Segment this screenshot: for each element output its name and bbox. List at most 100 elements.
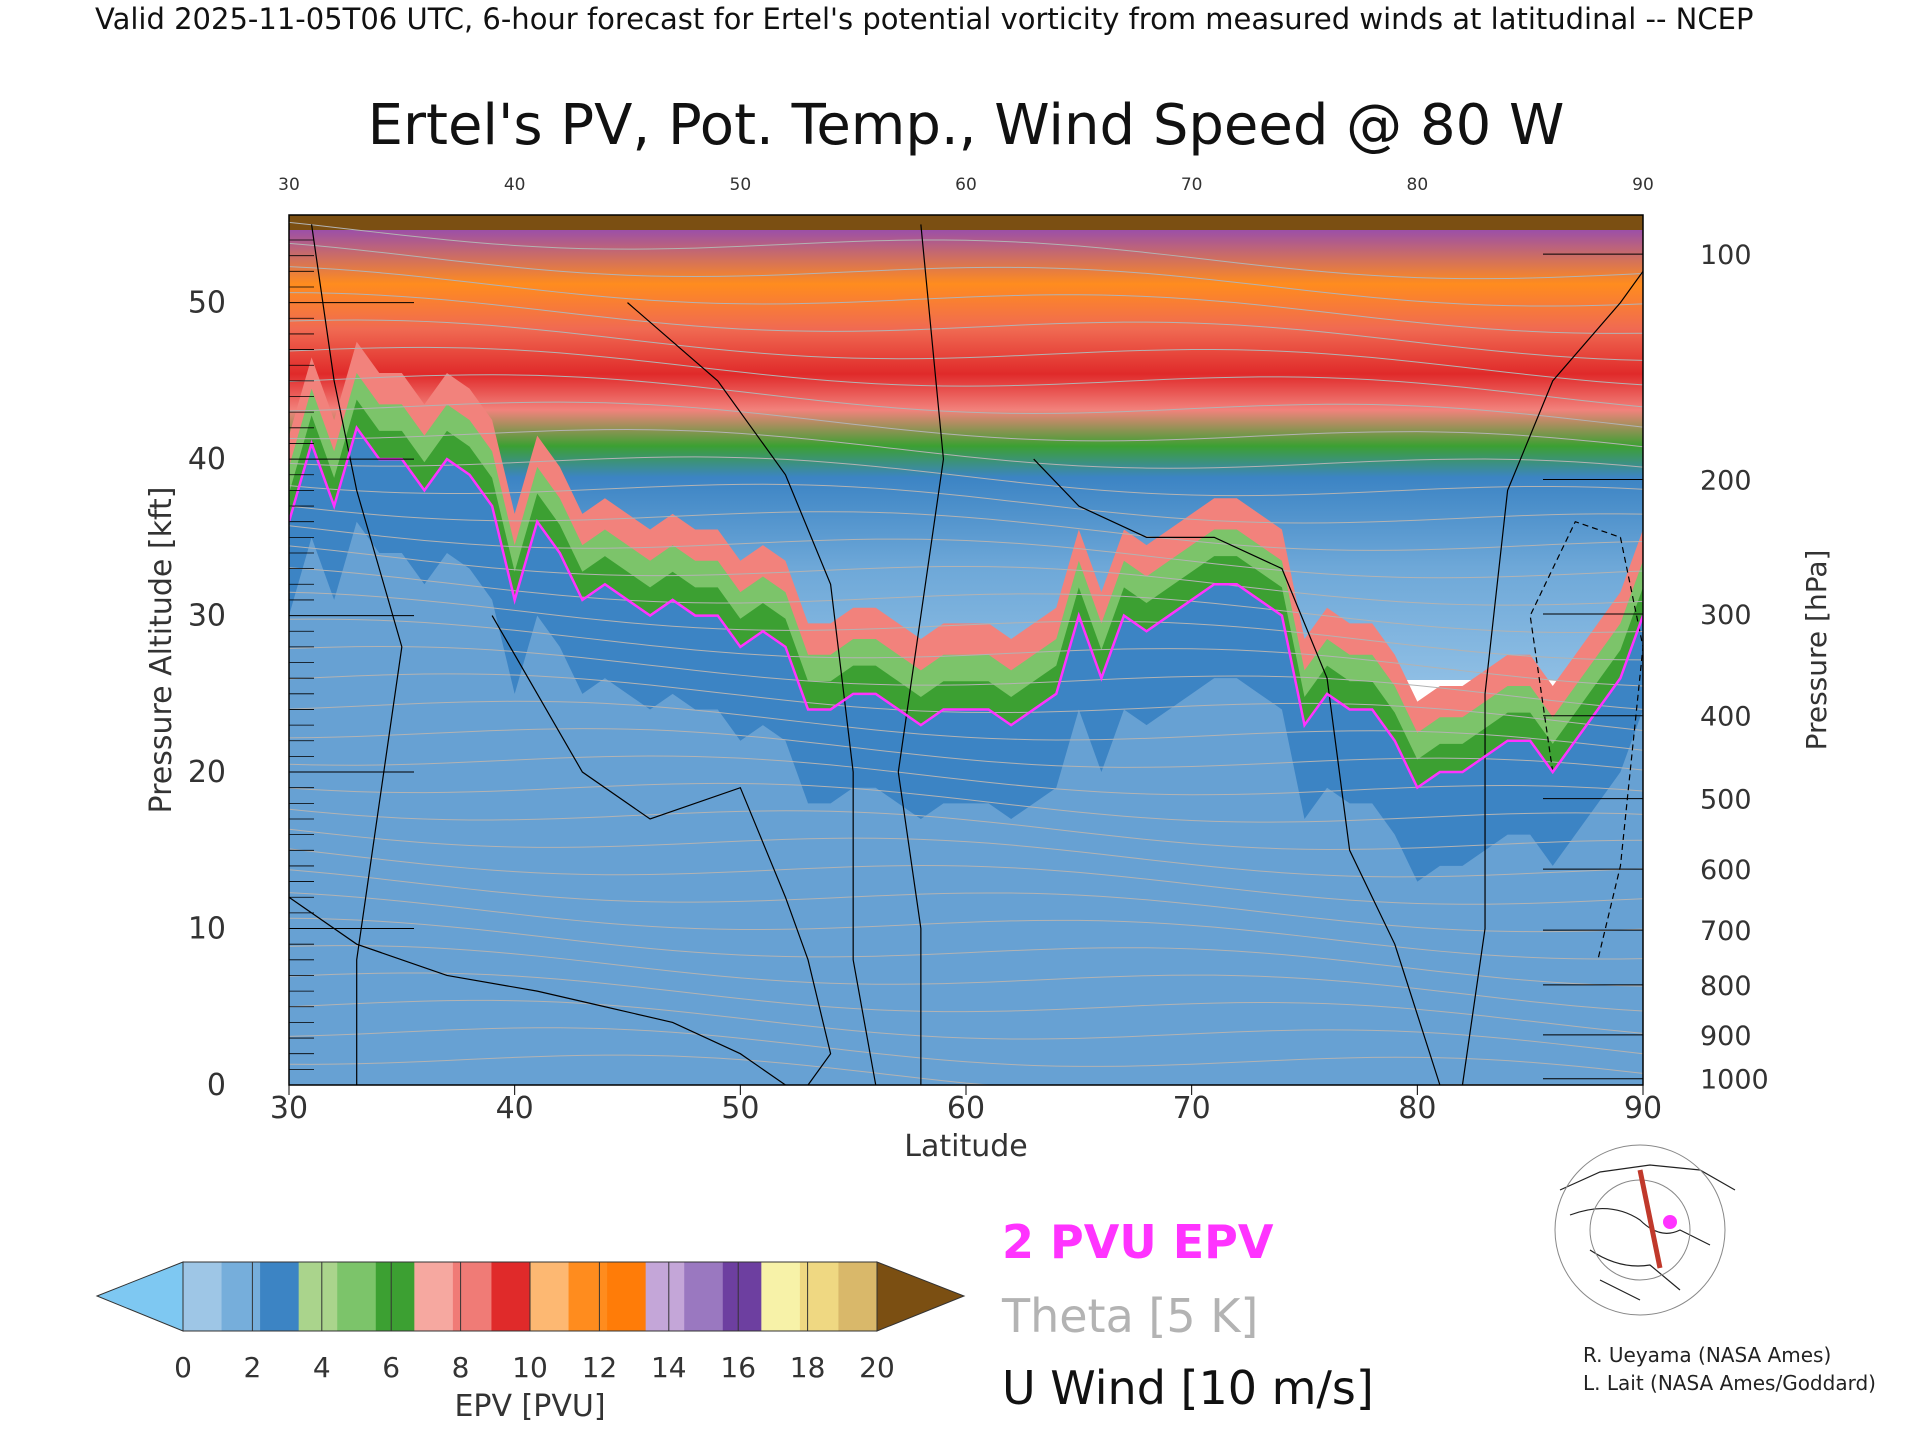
plot-area bbox=[288, 214, 1644, 1086]
theta-isoline bbox=[289, 848, 1643, 905]
colorbar-tick-label: 6 bbox=[382, 1351, 400, 1384]
colorbar-swatch bbox=[722, 1262, 762, 1331]
colorbar-overflow-arrow bbox=[876, 1261, 966, 1332]
colorbar-label: EPV [PVU] bbox=[454, 1389, 605, 1424]
x-top-tick-label: 50 bbox=[730, 175, 752, 195]
x-tick-label: 30 bbox=[270, 1091, 308, 1126]
legend-pv: 2 PVU EPV bbox=[1002, 1215, 1274, 1269]
colorbar-swatch bbox=[337, 1262, 377, 1331]
pressure-tick-label: 500 bbox=[1700, 785, 1752, 816]
theta-isoline bbox=[289, 591, 1643, 661]
theta-isoline bbox=[289, 221, 1643, 280]
theta-isoline bbox=[289, 266, 1643, 334]
colorbar-tick-label: 0 bbox=[174, 1351, 192, 1384]
colorbar-tick-label: 4 bbox=[313, 1351, 331, 1384]
y-tick-label: 0 bbox=[207, 1068, 226, 1103]
x-axis-label: Latitude bbox=[904, 1129, 1027, 1164]
y-tick-label: 20 bbox=[188, 755, 226, 790]
y-tick-label: 30 bbox=[188, 599, 226, 634]
y-tick-label: 10 bbox=[188, 912, 226, 947]
theta-isoline bbox=[289, 673, 1643, 731]
theta-isoline bbox=[289, 525, 1643, 579]
theta-isoline bbox=[289, 828, 1643, 878]
colorbar-frame bbox=[182, 1261, 878, 1332]
pv-band-lower bbox=[289, 521, 1643, 1085]
theta-isoline bbox=[289, 869, 1643, 933]
theta-isoline bbox=[289, 999, 1643, 1055]
colorbar-swatch bbox=[607, 1262, 647, 1331]
wind-contour bbox=[491, 615, 832, 1085]
colorbar-tick-label: 2 bbox=[243, 1351, 261, 1384]
theta-isoline bbox=[289, 456, 1643, 497]
colorbar-swatch bbox=[761, 1262, 801, 1331]
credit-line-1: R. Ueyama (NASA Ames) bbox=[1583, 1343, 1831, 1367]
theta-isoline bbox=[289, 545, 1643, 606]
colorbar-underflow-arrow bbox=[95, 1261, 184, 1332]
wind-contour bbox=[289, 896, 786, 1085]
pressure-tick-label: 800 bbox=[1700, 971, 1752, 1002]
colorbar-swatch bbox=[838, 1262, 878, 1331]
colorbar-swatch bbox=[799, 1262, 840, 1331]
inset-map-marker bbox=[1663, 1215, 1677, 1229]
x-tick-label: 70 bbox=[1173, 1091, 1211, 1126]
x-tick-label: 60 bbox=[947, 1091, 985, 1126]
chart-title: Ertel's PV, Pot. Temp., Wind Speed @ 80 … bbox=[368, 93, 1565, 158]
x-top-tick-label: 90 bbox=[1632, 175, 1654, 195]
theta-isoline bbox=[289, 892, 1643, 960]
theta-isoline bbox=[289, 483, 1643, 524]
colorbar-swatch bbox=[491, 1262, 531, 1331]
colorbar-tick-label: 20 bbox=[859, 1351, 895, 1384]
theta-isoline bbox=[289, 374, 1643, 428]
wind-contour bbox=[897, 224, 945, 1085]
theta-isoline bbox=[289, 972, 1643, 1034]
pressure-tick-label: 1000 bbox=[1700, 1065, 1769, 1096]
theta-isoline bbox=[289, 319, 1643, 386]
colorbar-swatch bbox=[568, 1262, 608, 1331]
inset-map-coastlines bbox=[1559, 1164, 1736, 1301]
inset-map bbox=[1544, 1144, 1738, 1316]
theta-isoline bbox=[289, 242, 1643, 307]
inset-map-latitude-ring bbox=[1554, 1144, 1726, 1316]
x-top-tick-label: 60 bbox=[955, 175, 977, 195]
colorbar-swatch bbox=[375, 1262, 415, 1331]
x-tick-label: 40 bbox=[496, 1091, 534, 1126]
x-top-tick-label: 40 bbox=[504, 175, 526, 195]
pressure-tick-label: 100 bbox=[1700, 240, 1752, 271]
x-tick-label: 90 bbox=[1624, 1091, 1662, 1126]
pressure-tick-label: 900 bbox=[1700, 1021, 1752, 1052]
colorbar-swatch bbox=[260, 1262, 300, 1331]
pressure-tick-label: 600 bbox=[1700, 855, 1752, 886]
theta-isoline bbox=[289, 429, 1643, 469]
colorbar-swatch bbox=[530, 1262, 570, 1331]
wind-contour bbox=[310, 224, 403, 1085]
theta-isoline bbox=[289, 346, 1643, 408]
theta-isoline bbox=[289, 945, 1643, 1012]
pressure-tick-label: 300 bbox=[1700, 600, 1752, 631]
wind-contour-negative bbox=[1529, 520, 1643, 960]
colorbar-swatch bbox=[645, 1262, 685, 1331]
two-pvu-contour bbox=[289, 424, 1643, 790]
y-axis-label: Pressure Altitude [kft] bbox=[144, 487, 179, 814]
theta-isoline bbox=[289, 1054, 1643, 1085]
x-top-tick-label: 80 bbox=[1407, 175, 1429, 195]
colorbar-tick-label: 14 bbox=[651, 1351, 687, 1384]
pressure-tick-label: 400 bbox=[1700, 702, 1752, 733]
y-tick-label: 50 bbox=[188, 286, 226, 321]
colorbar-swatch bbox=[221, 1262, 261, 1331]
wind-contour bbox=[627, 302, 877, 1085]
colorbar: 0 2 4 6 8 10 12 14 16 18 20 EPV [PVU] bbox=[95, 1261, 966, 1424]
x-top-tick-label: 70 bbox=[1181, 175, 1203, 195]
colorbar-tick-label: 18 bbox=[790, 1351, 826, 1384]
pressure-tick-label: 200 bbox=[1700, 465, 1752, 496]
theta-isoline bbox=[289, 645, 1643, 710]
legend: 2 PVU EPV Theta [5 K] U Wind [10 m/s] bbox=[1001, 1215, 1374, 1415]
y-tick-label: 40 bbox=[188, 442, 226, 477]
legend-wind: U Wind [10 m/s] bbox=[1002, 1361, 1374, 1415]
theta-isoline bbox=[289, 917, 1643, 987]
x-tick-label: 80 bbox=[1398, 1091, 1436, 1126]
legend-theta: Theta [5 K] bbox=[1001, 1289, 1258, 1343]
colorbar-swatch bbox=[298, 1262, 338, 1331]
theta-isoline bbox=[289, 1027, 1643, 1074]
inset-map-transect bbox=[1637, 1169, 1663, 1269]
wind-contour bbox=[1033, 458, 1441, 1085]
